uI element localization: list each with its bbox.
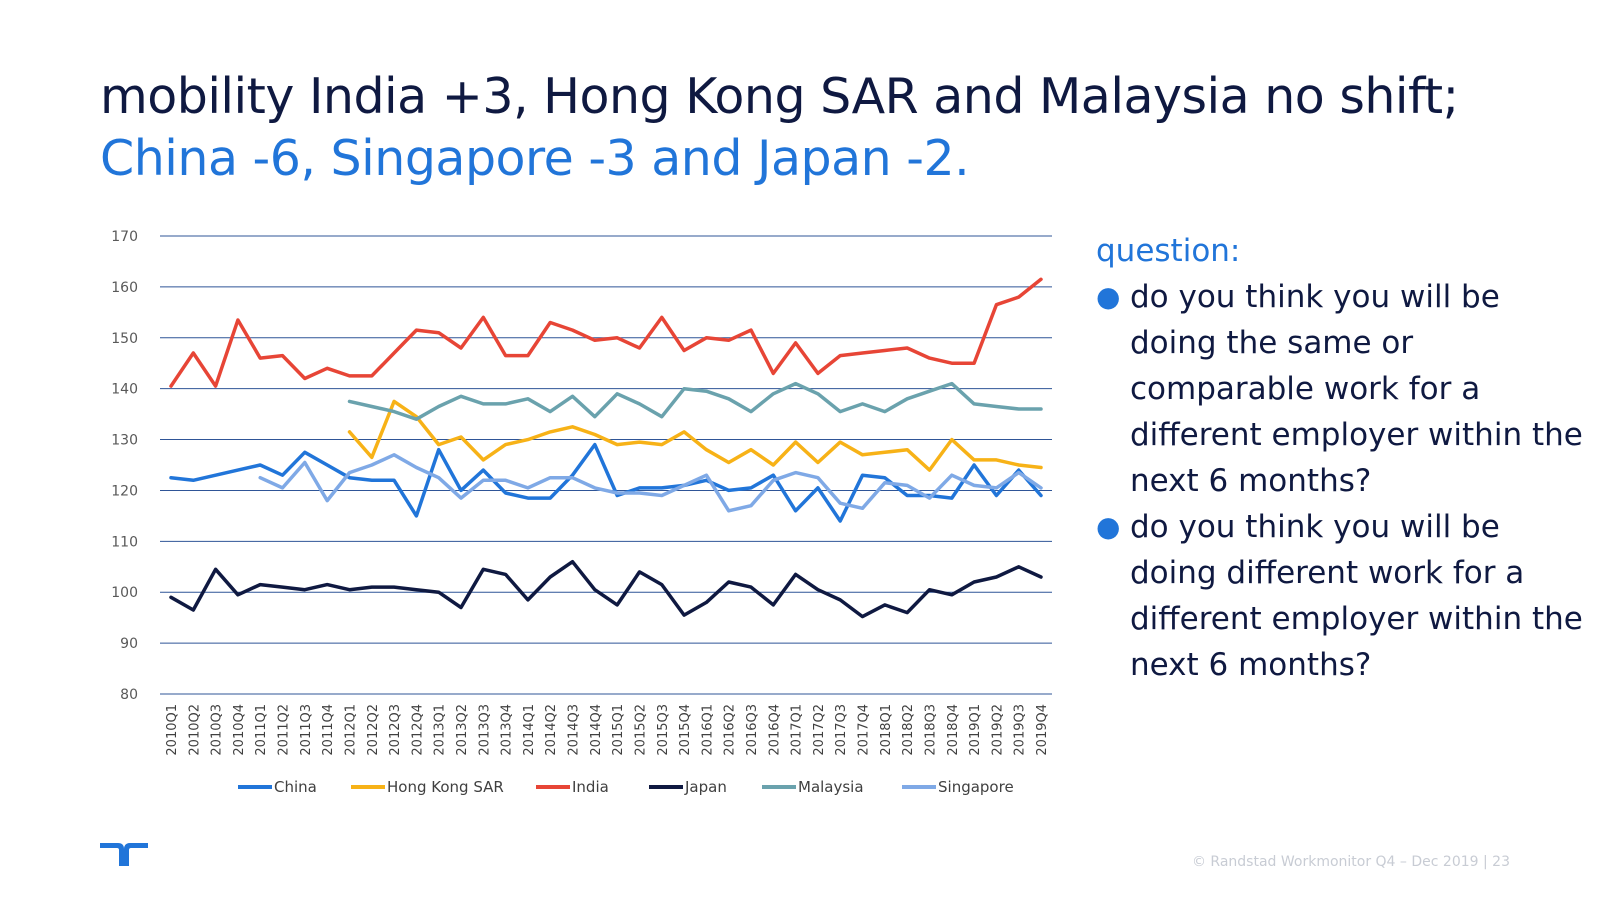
question-text: do you think you will be doing different… xyxy=(1130,509,1583,683)
x-tick-label: 2010Q3 xyxy=(210,704,225,756)
y-tick-label: 80 xyxy=(120,687,138,703)
x-tick-label: 2014Q1 xyxy=(522,704,537,756)
question-panel: question: ● do you think you will be doin… xyxy=(1096,228,1596,688)
footer-copyright: © Randstad Workmonitor Q4 – Dec 2019 xyxy=(1191,854,1479,870)
y-tick-label: 110 xyxy=(111,534,138,550)
title-part-accent: China -6, Singapore -3 and Japan -2. xyxy=(100,130,970,187)
x-tick-label: 2012Q3 xyxy=(388,704,403,756)
x-tick-label: 2012Q4 xyxy=(410,704,425,756)
legend-item: China xyxy=(238,778,317,796)
x-tick-label: 2013Q2 xyxy=(455,704,470,756)
x-tick-label: 2017Q2 xyxy=(812,704,827,756)
x-tick-label: 2011Q4 xyxy=(321,704,336,756)
x-tick-label: 2018Q2 xyxy=(901,704,916,756)
x-tick-label: 2014Q3 xyxy=(567,704,582,756)
slide-title: mobility India +3, Hong Kong SAR and Mal… xyxy=(100,66,1520,190)
legend-label: Singapore xyxy=(938,778,1014,796)
series-line-japan xyxy=(169,559,1043,619)
series-line-china xyxy=(169,442,1043,523)
legend-item: Singapore xyxy=(902,778,1014,796)
x-tick-label: 2016Q4 xyxy=(767,704,782,756)
question-item: ● do you think you will be doing the same… xyxy=(1096,274,1596,504)
x-tick-label: 2019Q1 xyxy=(968,704,983,756)
x-tick-label: 2017Q4 xyxy=(857,704,872,756)
x-tick-label: 2017Q3 xyxy=(834,704,849,756)
question-item: ● do you think you will be doing differen… xyxy=(1096,504,1596,688)
x-tick-label: 2018Q3 xyxy=(923,704,938,756)
series-line-singapore xyxy=(258,453,1043,513)
x-tick-label: 2017Q1 xyxy=(790,704,805,756)
y-tick-label: 120 xyxy=(111,483,138,499)
legend-label: China xyxy=(274,778,317,796)
x-tick-label: 2010Q4 xyxy=(232,704,247,756)
y-axis-ticks: 80 90 100 110 120 130 140 150 160 170 xyxy=(111,229,138,703)
bullet-icon: ● xyxy=(1096,280,1121,313)
x-tick-label: 2013Q4 xyxy=(500,704,515,756)
x-tick-label: 2019Q4 xyxy=(1035,704,1050,756)
legend-label: Japan xyxy=(684,778,727,796)
legend-label: Hong Kong SAR xyxy=(387,778,504,796)
question-text: do you think you will be doing the same … xyxy=(1130,279,1583,499)
x-tick-label: 2016Q1 xyxy=(700,704,715,756)
y-tick-label: 100 xyxy=(111,585,138,601)
x-tick-label: 2016Q3 xyxy=(745,704,760,756)
x-tick-label: 2019Q2 xyxy=(990,704,1005,756)
series-line-hong-kong-sar xyxy=(347,399,1043,472)
question-list: ● do you think you will be doing the same… xyxy=(1096,274,1596,688)
x-tick-label: 2018Q1 xyxy=(879,704,894,756)
page-number: 23 xyxy=(1492,854,1510,870)
series-line-malaysia xyxy=(347,381,1043,421)
legend-item: Hong Kong SAR xyxy=(351,778,504,796)
legend-item: Japan xyxy=(649,778,727,796)
x-tick-label: 2019Q3 xyxy=(1013,704,1028,756)
bullet-icon: ● xyxy=(1096,510,1121,543)
y-tick-label: 160 xyxy=(111,280,138,296)
y-tick-label: 90 xyxy=(120,636,138,652)
x-tick-label: 2015Q3 xyxy=(656,704,671,756)
x-tick-label: 2010Q1 xyxy=(165,704,180,756)
x-tick-label: 2015Q2 xyxy=(633,704,648,756)
y-tick-label: 170 xyxy=(111,229,138,245)
x-tick-label: 2016Q2 xyxy=(723,704,738,756)
y-tick-label: 140 xyxy=(111,382,138,398)
x-tick-label: 2011Q2 xyxy=(277,704,292,756)
x-tick-label: 2011Q1 xyxy=(254,704,269,756)
chart-legend: China Hong Kong SAR India Japan Malaysia Sing… xyxy=(238,778,1014,796)
x-tick-label: 2015Q1 xyxy=(611,704,626,756)
x-tick-label: 2014Q4 xyxy=(589,704,604,756)
chart-series xyxy=(169,277,1043,619)
randstad-logo-icon xyxy=(100,843,148,866)
x-axis-ticks: 2010Q1 2010Q2 2010Q3 2010Q4 2011Q1 2011Q2 2011… xyxy=(165,704,1050,756)
x-tick-label: 2015Q4 xyxy=(678,704,693,756)
x-tick-label: 2013Q1 xyxy=(433,704,448,756)
series-line-india xyxy=(169,277,1043,388)
x-tick-label: 2012Q1 xyxy=(343,704,358,756)
x-tick-label: 2014Q2 xyxy=(544,704,559,756)
x-tick-label: 2010Q2 xyxy=(187,704,202,756)
y-tick-label: 130 xyxy=(111,433,138,449)
legend-item: Malaysia xyxy=(762,778,864,796)
legend-item: India xyxy=(536,778,609,796)
footer-separator: | xyxy=(1483,854,1488,870)
question-heading: question: xyxy=(1096,233,1241,269)
title-part-dark: mobility India +3, Hong Kong SAR and Mal… xyxy=(100,68,1459,125)
legend-label: Malaysia xyxy=(798,778,864,796)
x-tick-label: 2012Q2 xyxy=(366,704,381,756)
x-tick-label: 2013Q3 xyxy=(477,704,492,756)
x-tick-label: 2018Q4 xyxy=(946,704,961,756)
legend-label: India xyxy=(572,778,609,796)
footer-note: © Randstad Workmonitor Q4 – Dec 2019 | 2… xyxy=(1192,854,1510,870)
y-tick-label: 150 xyxy=(111,331,138,347)
x-tick-label: 2011Q3 xyxy=(299,704,314,756)
